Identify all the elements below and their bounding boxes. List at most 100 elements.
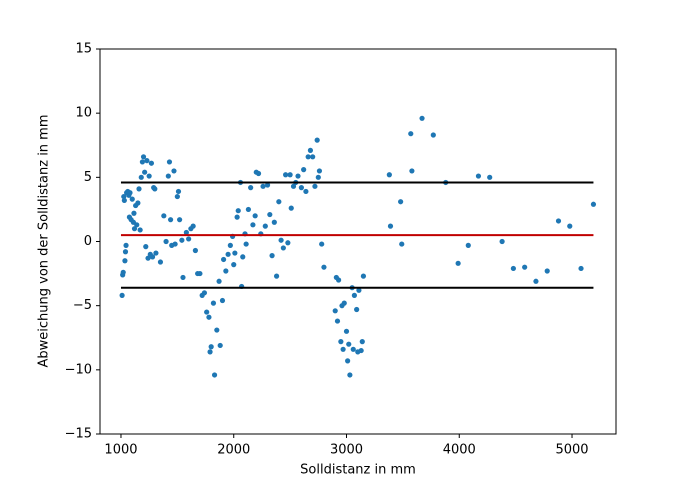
point <box>186 236 192 242</box>
point <box>578 265 584 272</box>
point <box>138 174 144 180</box>
point <box>351 292 357 298</box>
point <box>243 241 249 247</box>
y-tick-label: 0 <box>84 234 92 249</box>
point <box>350 346 356 352</box>
point <box>567 223 573 229</box>
point <box>321 264 327 270</box>
point <box>316 168 323 174</box>
point <box>174 193 180 200</box>
point <box>267 211 273 218</box>
point <box>216 278 222 284</box>
point <box>190 223 196 229</box>
point <box>137 227 143 233</box>
point <box>271 219 277 225</box>
point <box>134 222 140 228</box>
point <box>231 262 237 268</box>
point <box>129 196 135 202</box>
point <box>183 229 189 236</box>
point <box>465 242 471 248</box>
point <box>144 158 150 164</box>
point <box>232 250 238 256</box>
point <box>179 237 185 243</box>
point <box>343 328 350 334</box>
point <box>172 241 178 247</box>
x-axis-label: Solldistanz in mm <box>300 463 416 478</box>
point <box>201 290 208 296</box>
point <box>245 206 251 213</box>
point <box>315 174 321 180</box>
point <box>332 308 338 314</box>
point <box>283 172 289 178</box>
point <box>269 253 275 259</box>
point <box>121 193 127 200</box>
point <box>264 182 271 188</box>
point <box>522 264 528 270</box>
point <box>131 210 137 216</box>
point <box>398 199 404 205</box>
point <box>340 346 346 352</box>
point <box>544 268 550 274</box>
point <box>145 255 151 261</box>
y-tick-label: 15 <box>75 42 92 57</box>
point <box>248 185 254 191</box>
point <box>408 131 414 137</box>
point <box>122 249 129 255</box>
point <box>219 297 226 304</box>
point <box>157 259 164 265</box>
x-tick-label: 1000 <box>104 443 137 458</box>
point <box>120 269 126 275</box>
point <box>338 339 344 345</box>
point <box>131 226 138 232</box>
point <box>146 173 152 179</box>
point <box>533 278 539 284</box>
point <box>148 160 155 166</box>
point <box>510 265 516 272</box>
point <box>119 292 125 298</box>
point <box>356 287 362 293</box>
point <box>487 174 493 180</box>
x-tick-label: 4000 <box>443 443 476 458</box>
point <box>149 254 156 260</box>
point <box>590 201 597 207</box>
plot-frame <box>99 48 617 435</box>
point <box>303 188 309 195</box>
point <box>142 169 148 175</box>
point <box>235 208 241 214</box>
point <box>227 242 233 248</box>
point <box>214 327 220 333</box>
point <box>153 250 159 256</box>
point <box>262 223 268 229</box>
point <box>122 258 128 264</box>
point <box>161 213 167 219</box>
y-axis-label: Abweichung von der Solldistanz in mm <box>37 114 52 367</box>
point <box>347 372 353 378</box>
point <box>430 132 436 138</box>
point <box>475 173 482 179</box>
y-tick-label: 5 <box>84 170 92 185</box>
point <box>143 244 149 250</box>
point <box>165 173 171 179</box>
point <box>252 213 258 219</box>
point <box>260 183 266 189</box>
point <box>225 251 231 257</box>
point <box>354 306 360 313</box>
point <box>206 314 212 320</box>
point <box>312 183 318 189</box>
point <box>360 273 367 279</box>
point <box>278 237 284 243</box>
point <box>341 300 347 306</box>
point <box>192 247 198 254</box>
point <box>287 172 293 178</box>
point <box>307 147 314 153</box>
point <box>136 186 142 192</box>
point <box>177 217 183 223</box>
point <box>135 200 141 206</box>
point <box>180 274 186 281</box>
point <box>387 223 394 229</box>
x-tick-label: 3000 <box>330 443 363 458</box>
point <box>163 238 169 245</box>
point <box>345 358 351 364</box>
point <box>499 238 505 245</box>
